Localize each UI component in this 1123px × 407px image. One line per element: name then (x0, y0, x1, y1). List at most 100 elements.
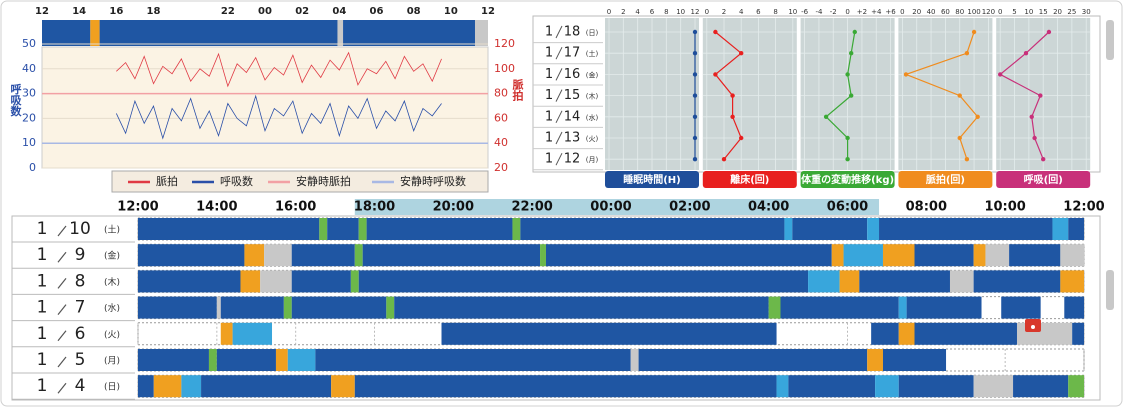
state-segment (875, 375, 899, 398)
x-tick-label: 22 (221, 6, 235, 17)
state-segment (216, 349, 276, 371)
date-day: 16 (564, 67, 581, 82)
scrollbar[interactable] (1106, 20, 1114, 60)
scrollbar[interactable] (1106, 270, 1114, 310)
x-tick-label: 10 (676, 8, 685, 16)
panel-title[interactable]: 体重の変動推移(kg) (801, 173, 894, 186)
trend-point (845, 157, 850, 162)
date-day: 7 (75, 298, 86, 318)
x-tick-label: 0 (845, 8, 849, 16)
x-tick-label: 20 (912, 8, 921, 16)
panel-background (702, 18, 797, 170)
state-segment (1001, 296, 1041, 319)
state-segment (327, 218, 359, 240)
x-tick-label: 02 (295, 6, 309, 17)
date-weekday: (月) (586, 156, 599, 164)
trend-point (848, 51, 854, 56)
date-slash (57, 330, 67, 342)
panel-title[interactable]: 離床(回) (730, 173, 769, 186)
date-month: 1 (545, 88, 553, 103)
x-tick-label: 2 (722, 8, 726, 16)
date-weekday: (土) (104, 224, 120, 236)
date-weekday: (月) (104, 356, 120, 367)
state-segment (331, 375, 355, 398)
sleep-segment (343, 20, 475, 46)
panel-title[interactable]: 呼吸(回) (1024, 173, 1063, 186)
time-label: 00:00 (590, 200, 631, 215)
state-segment (291, 244, 355, 267)
state-segment (792, 218, 868, 240)
state-segment (788, 375, 876, 398)
date-day: 15 (564, 88, 581, 103)
trend-point (739, 135, 744, 141)
state-segment (244, 244, 265, 267)
state-segment (839, 270, 860, 293)
x-tick-label: 08 (407, 6, 421, 17)
state-segment (898, 322, 915, 345)
x-tick-label: 15 (1039, 8, 1048, 16)
date-day: 18 (564, 25, 581, 40)
sleep-segment (99, 20, 338, 46)
state-segment (315, 349, 631, 371)
date-slash (57, 251, 67, 263)
state-segment (291, 270, 351, 293)
y-tick-label: 40 (22, 62, 36, 75)
time-label: 18:00 (354, 200, 395, 215)
x-tick-label: 0 (998, 8, 1002, 16)
time-label: 14:00 (196, 200, 237, 215)
date-weekday: (金) (104, 250, 120, 262)
date-weekday: (木) (586, 92, 599, 101)
panel-button[interactable] (996, 171, 1091, 188)
state-segment (216, 296, 221, 319)
trend-point (692, 135, 698, 141)
state-segment (138, 218, 320, 240)
x-tick-label: -6 (801, 8, 809, 16)
time-label: 10:00 (984, 200, 1025, 215)
date-month: 1 (545, 152, 553, 167)
data-line (115, 94, 442, 140)
panel-button[interactable] (898, 171, 993, 188)
time-label: 16:00 (275, 200, 316, 215)
panel-button[interactable] (605, 171, 699, 188)
state-segment (350, 270, 359, 293)
panel-title[interactable]: 睡眠時間(H) (623, 173, 681, 186)
date-slash (57, 304, 67, 315)
trend-point (957, 135, 962, 141)
trend-point (692, 29, 698, 35)
x-tick-label: 2 (621, 8, 625, 16)
y2-tick-label: 60 (494, 111, 508, 124)
date-slash (57, 382, 67, 394)
state-segment (138, 270, 241, 293)
panel-title[interactable]: 脈拍(回) (926, 173, 965, 186)
date-weekday: (水) (586, 113, 599, 122)
trend-point (848, 93, 854, 98)
date-weekday: (金) (586, 70, 599, 79)
trend-point (845, 135, 850, 141)
state-segment (776, 375, 789, 398)
x-tick-label: 100 (967, 8, 980, 16)
x-tick-label: 20 (1053, 8, 1062, 16)
trend-point (730, 114, 735, 120)
alert-icon-dot (1031, 325, 1035, 329)
state-segment (906, 296, 982, 319)
trend-point (1046, 29, 1052, 35)
date-day: 5 (75, 350, 86, 370)
panel-button[interactable] (800, 171, 895, 188)
trend-point (692, 93, 698, 98)
trend-point (739, 51, 744, 56)
state-segment (879, 218, 1053, 240)
date-slash (57, 278, 67, 289)
trend-point (964, 51, 970, 56)
panel-button[interactable] (702, 171, 797, 188)
x-tick-label: 16 (109, 6, 123, 17)
state-segment (319, 218, 328, 240)
trend-point (713, 72, 718, 77)
date-month: 1 (37, 350, 48, 370)
trend-point (692, 51, 698, 56)
trend-point (721, 157, 727, 162)
state-segment (201, 375, 332, 398)
date-slash (555, 131, 563, 145)
state-segment (768, 296, 781, 319)
date-month: 1 (37, 324, 48, 344)
state-segment (882, 349, 947, 371)
